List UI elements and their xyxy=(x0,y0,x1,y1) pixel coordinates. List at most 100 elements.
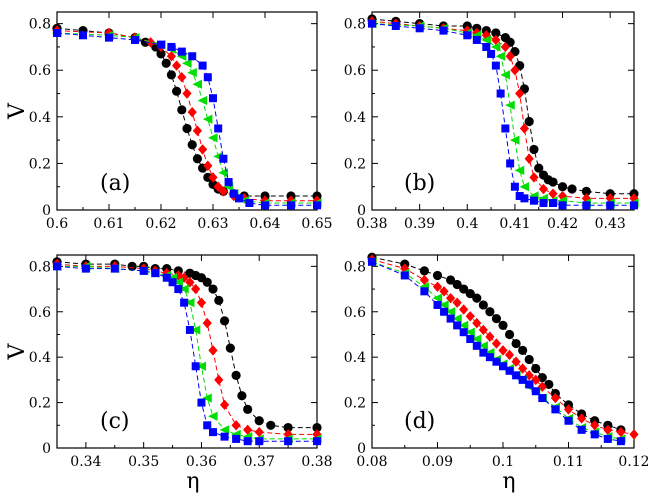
data-point xyxy=(581,186,591,196)
data-point xyxy=(105,33,113,42)
data-point xyxy=(213,181,223,192)
y-tick-label: 0 xyxy=(357,203,366,219)
data-point xyxy=(218,168,228,178)
data-point xyxy=(214,124,223,133)
data-point xyxy=(606,201,615,210)
data-point xyxy=(203,73,212,82)
y-tick-label: 0.2 xyxy=(344,156,366,172)
data-point xyxy=(478,300,488,310)
x-tick-label: 0.39 xyxy=(404,216,435,232)
data-point xyxy=(518,375,527,384)
data-point xyxy=(466,335,475,344)
x-tick-label: 0.42 xyxy=(547,216,578,232)
data-point xyxy=(214,374,224,386)
x-tick-label: 0.34 xyxy=(70,454,101,470)
x-tick-label: 0.61 xyxy=(93,216,124,232)
y-tick-label: 0 xyxy=(357,441,366,457)
data-point xyxy=(187,106,197,118)
data-point xyxy=(202,393,212,403)
data-point xyxy=(188,52,197,61)
data-point xyxy=(187,67,197,78)
data-point xyxy=(491,28,501,38)
panel-label: (a) xyxy=(100,171,130,196)
data-point xyxy=(203,421,212,430)
data-point xyxy=(433,300,442,309)
data-point xyxy=(218,186,228,197)
data-point xyxy=(465,289,475,299)
data-point xyxy=(232,434,241,443)
data-point xyxy=(198,144,208,155)
data-point xyxy=(439,300,449,310)
x-tick-label: 0.12 xyxy=(618,454,648,470)
panel-a: 0.6 0.61 0.62 0.63 0.64 0.65 0 0.2 0.4 0.6 0.8 (a) V xyxy=(5,11,333,232)
data-point xyxy=(472,35,481,44)
data-point xyxy=(172,86,182,96)
data-point xyxy=(432,270,443,281)
data-point xyxy=(254,416,264,426)
plot-frame xyxy=(56,254,318,449)
data-point xyxy=(197,398,206,407)
data-point xyxy=(185,325,194,334)
data-point xyxy=(172,60,182,71)
data-point xyxy=(53,28,61,37)
data-point xyxy=(180,298,189,307)
data-point xyxy=(492,357,501,366)
data-point xyxy=(208,345,218,356)
y-tick-label: 0.8 xyxy=(344,17,366,33)
data-point xyxy=(131,35,139,44)
data-point xyxy=(504,329,515,340)
panel-label: (c) xyxy=(100,409,130,434)
data-point xyxy=(203,172,213,182)
data-point xyxy=(505,100,515,110)
data-point xyxy=(202,277,212,287)
y-tick-label: 0.6 xyxy=(344,63,366,79)
data-point xyxy=(313,201,321,210)
data-point xyxy=(231,370,241,380)
y-tick-label: 0.6 xyxy=(344,305,366,321)
x-tick-label: 0.38 xyxy=(356,216,387,232)
data-point xyxy=(225,343,235,353)
data-point xyxy=(203,160,213,171)
data-point xyxy=(196,361,207,371)
data-point xyxy=(208,172,218,183)
data-point xyxy=(192,79,202,89)
data-point xyxy=(283,422,293,433)
plot-frame xyxy=(56,11,318,211)
data-point xyxy=(531,387,540,396)
data-point xyxy=(479,348,488,357)
data-point xyxy=(432,293,443,303)
data-point xyxy=(485,331,495,342)
x-axis-label: η xyxy=(502,469,515,494)
data-point xyxy=(191,362,200,371)
data-point xyxy=(582,201,591,210)
data-point xyxy=(446,314,455,323)
data-point xyxy=(202,317,212,329)
data-point xyxy=(577,425,586,434)
data-point xyxy=(463,31,472,40)
x-tick-label: 0.62 xyxy=(145,216,176,232)
panel-d: 0.08 0.09 0.1 0.11 0.12 0 0.2 0.4 0.6 0.8 (d) η xyxy=(344,252,648,494)
data-point xyxy=(548,188,558,199)
data-point xyxy=(505,366,514,375)
data-point xyxy=(498,320,508,330)
data-point xyxy=(166,51,176,62)
data-point xyxy=(243,404,253,414)
y-tick-label: 0.8 xyxy=(344,259,366,275)
data-point xyxy=(219,425,230,435)
data-point xyxy=(287,201,295,210)
y-tick-label: 0.2 xyxy=(29,156,51,172)
data-point xyxy=(157,40,165,49)
data-point xyxy=(524,116,534,127)
x-tick-label: 0.36 xyxy=(186,454,217,470)
data-point xyxy=(491,61,500,70)
data-point xyxy=(214,295,224,306)
series-line xyxy=(371,23,634,206)
data-point xyxy=(110,264,119,273)
data-point xyxy=(616,426,626,438)
data-point xyxy=(219,316,230,326)
data-point xyxy=(481,35,491,45)
data-point xyxy=(254,426,264,438)
data-point xyxy=(491,34,501,46)
x-tick-label: 0.41 xyxy=(499,216,530,232)
data-point xyxy=(391,21,400,30)
